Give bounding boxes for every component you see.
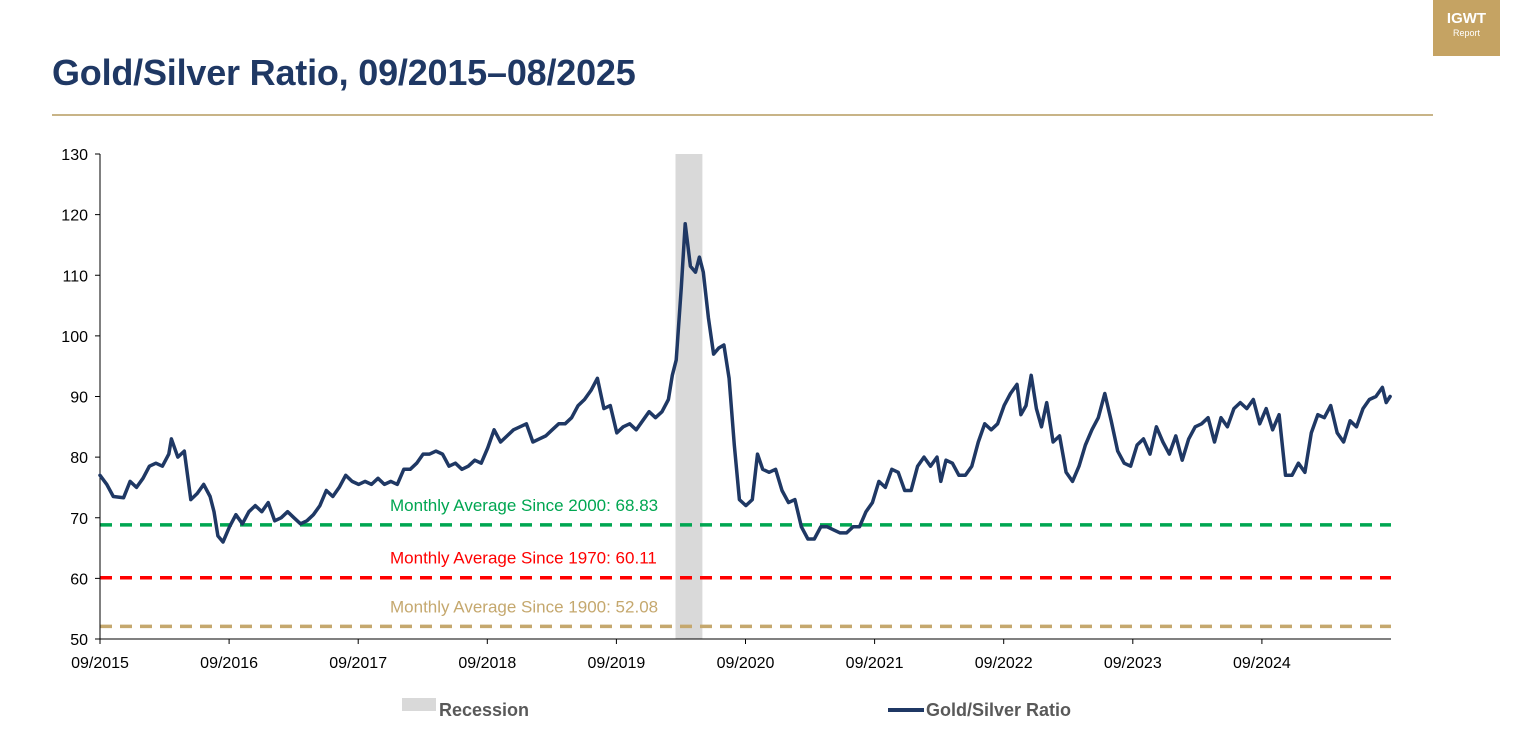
y-tick-label: 70 <box>70 511 88 528</box>
y-tick-label: 120 <box>61 208 88 225</box>
reference-lines-group <box>100 523 1391 629</box>
legend-recession-swatch <box>402 698 436 711</box>
y-tick-label: 80 <box>70 450 88 467</box>
x-tick-label: 09/2024 <box>1233 655 1291 672</box>
igwt-logo: IGWT Report <box>1433 0 1500 56</box>
series-line-gold-silver-ratio <box>98 221 1392 544</box>
reference-label-avg1970: Monthly Average Since 1970: 60.11 <box>390 549 657 568</box>
y-tick-label: 110 <box>62 268 88 285</box>
y-tick-label: 60 <box>70 571 88 588</box>
y-tick-label: 100 <box>61 329 88 346</box>
page-title: Gold/Silver Ratio, 09/2015–08/2025 <box>52 52 636 93</box>
y-tick-label: 90 <box>70 390 88 407</box>
logo-text: IGWT <box>1446 10 1487 27</box>
legend-recession-label: Recession <box>439 700 529 720</box>
legend-ratio-label: Gold/Silver Ratio <box>926 700 1071 720</box>
legend-group: Recession Gold/Silver Ratio <box>402 698 1071 720</box>
x-tick-label: 09/2015 <box>71 655 129 672</box>
x-tick-label: 09/2022 <box>975 655 1033 672</box>
reference-label-avg2000: Monthly Average Since 2000: 68.83 <box>390 496 658 515</box>
y-tick-label: 130 <box>61 147 88 164</box>
reference-labels-group: Monthly Average Since 2000: 68.83 Monthly… <box>390 496 658 617</box>
recession-band-group <box>675 154 703 639</box>
recession-band <box>675 154 703 639</box>
x-tick-label: 09/2023 <box>1104 655 1162 672</box>
y-tick-label: 50 <box>70 632 88 649</box>
x-tick-label: 09/2018 <box>458 655 516 672</box>
x-tick-label: 09/2021 <box>846 655 904 672</box>
x-tick-label: 09/2016 <box>200 655 258 672</box>
reference-label-avg1900: Monthly Average Since 1900: 52.08 <box>390 597 658 616</box>
axes-group: 50 60 70 80 90 100 110 120 130 09/2015 09/2016 09/2… <box>61 147 1391 672</box>
title-divider <box>52 114 1433 116</box>
x-tick-label: 09/2019 <box>587 655 645 672</box>
x-tick-label: 09/2020 <box>717 655 775 672</box>
series-group <box>98 221 1392 544</box>
x-tick-label: 09/2017 <box>329 655 387 672</box>
logo-subtext: Report <box>1452 28 1480 38</box>
